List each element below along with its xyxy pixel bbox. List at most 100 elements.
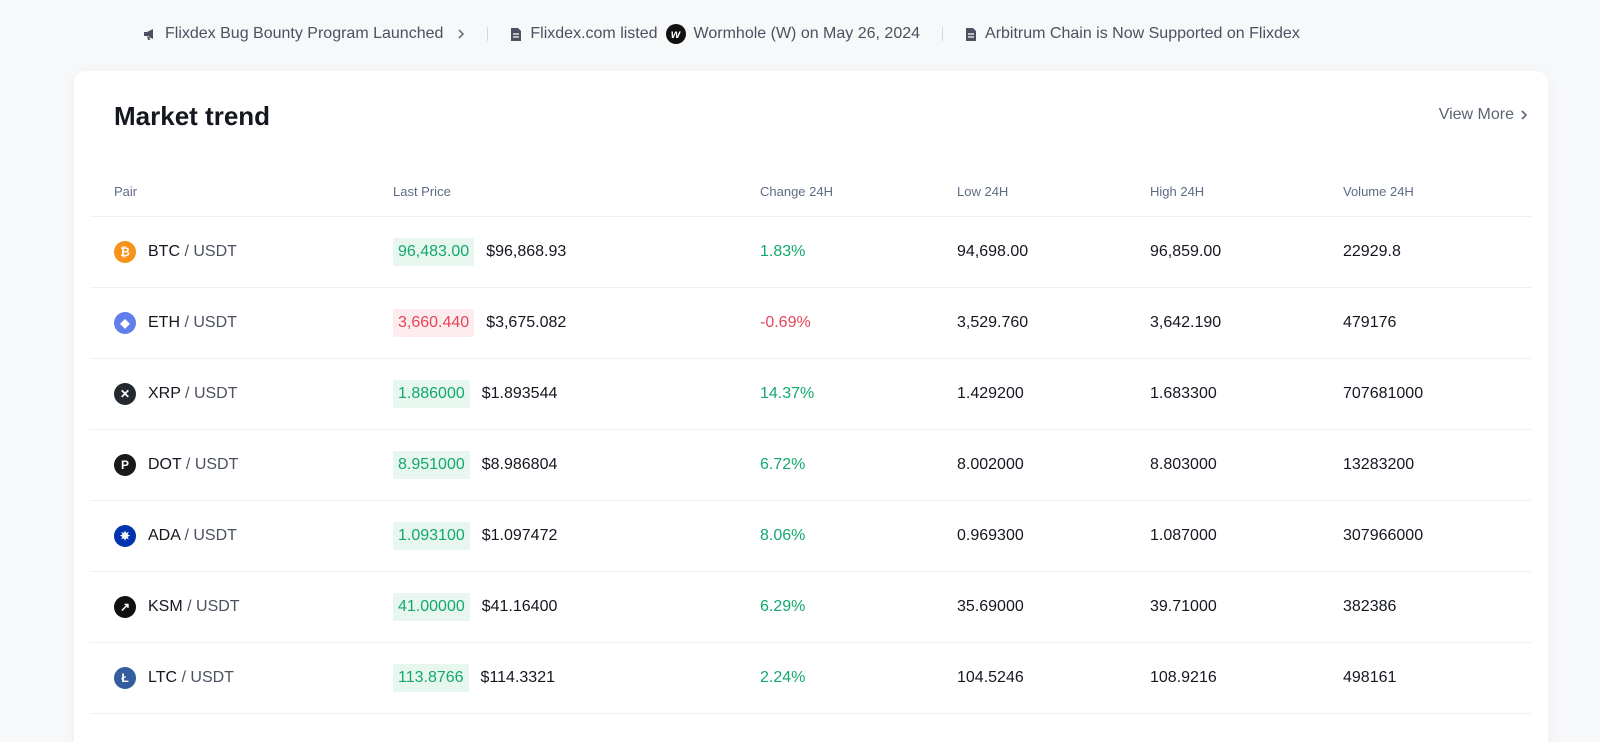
change-24h: 2.24%	[760, 669, 806, 686]
last-price-badge: 96,483.00	[393, 238, 475, 266]
ada-icon: ✵	[114, 525, 136, 547]
ticker-item-wormhole[interactable]: Flixdex.com listed w Wormhole (W) on May…	[510, 24, 920, 44]
btc-icon: ₿	[114, 241, 136, 263]
volume-24h: 707681000	[1343, 385, 1424, 402]
market-trend-card: Market trend View More Pair Last Price C…	[74, 71, 1548, 742]
chevron-right-icon	[1521, 110, 1528, 120]
quote-asset: USDT	[196, 598, 240, 615]
announcement-ticker: Flixdex Bug Bounty Program Launched Flix…	[0, 0, 1600, 68]
low-24h: 94,698.00	[957, 243, 1029, 260]
view-more-link[interactable]: View More	[1439, 106, 1528, 124]
pair-cell: Ł LTC / USDT	[114, 667, 234, 689]
low-24h: 104.5246	[957, 669, 1024, 686]
change-24h: 8.06%	[760, 527, 806, 544]
ticker-divider	[487, 27, 489, 41]
xrp-icon: ✕	[114, 383, 136, 405]
volume-24h: 479176	[1343, 314, 1397, 331]
last-price-cell: 1.886000 $1.893544	[393, 380, 557, 408]
table-row[interactable]: ₿ BTC / USDT 96,483.00 $96,868.93 1.83% 94,69…	[90, 217, 1532, 288]
last-price-badge: 8.951000	[393, 451, 470, 479]
column-header-change[interactable]: Change 24H	[760, 184, 833, 199]
change-24h: 14.37%	[760, 385, 815, 402]
high-24h: 108.9216	[1150, 669, 1217, 686]
quote-separator: /	[177, 669, 191, 686]
last-price-badge: 1.093100	[393, 522, 470, 550]
low-24h: 35.69000	[957, 598, 1024, 615]
base-asset: ETH	[148, 314, 180, 331]
low-24h: 1.429200	[957, 385, 1024, 402]
base-asset: LTC	[148, 669, 178, 686]
view-more-label: View More	[1438, 106, 1514, 123]
ticker-text: Flixdex.com listed	[530, 25, 658, 42]
pair-cell: P DOT / USDT	[114, 454, 238, 476]
usd-price: $96,868.93	[486, 243, 567, 260]
low-24h: 0.969300	[957, 527, 1024, 544]
last-price-cell: 96,483.00 $96,868.93	[393, 238, 566, 266]
quote-asset: USDT	[193, 385, 238, 402]
quote-separator: /	[180, 385, 194, 402]
ticker-text: Flixdex Bug Bounty Program Launched	[165, 25, 444, 42]
table-row[interactable]: ◆ ETH / USDT 3,660.440 $3,675.082 -0.69% 3,52…	[90, 288, 1532, 359]
column-header-last-price[interactable]: Last Price	[393, 184, 451, 199]
column-header-high[interactable]: High 24H	[1150, 184, 1205, 199]
column-header-pair[interactable]: Pair	[114, 184, 138, 199]
base-asset: KSM	[148, 598, 183, 615]
chevron-right-icon	[458, 29, 465, 39]
table-row[interactable]: Ł LTC / USDT 113.8766 $114.3321 2.24% 104.524…	[90, 643, 1532, 714]
document-icon	[966, 27, 977, 41]
usd-price: $8.986804	[481, 456, 558, 473]
volume-24h: 498161	[1343, 669, 1397, 686]
table-row[interactable]: ✵ ADA / USDT 1.093100 $1.097472 8.06% 0.96930…	[90, 501, 1532, 572]
quote-separator: /	[182, 598, 197, 615]
quote-asset: USDT	[194, 456, 239, 473]
table-row[interactable]: ↗ KSM / USDT 41.00000 $41.16400 6.29% 35.6900…	[90, 572, 1532, 643]
ticker-item-bug-bounty[interactable]: Flixdex Bug Bounty Program Launched	[143, 25, 465, 43]
section-title: Market trend	[114, 101, 271, 131]
pair-cell: ◆ ETH / USDT	[114, 312, 237, 334]
base-asset: BTC	[148, 243, 180, 260]
change-24h: 1.83%	[760, 243, 806, 260]
table-row[interactable]: ✕ XRP / USDT 1.886000 $1.893544 14.37% 1.4292…	[90, 359, 1532, 430]
usd-price: $1.893544	[481, 385, 558, 402]
pair-cell: ↗ KSM / USDT	[114, 596, 240, 618]
dot-icon: P	[114, 454, 136, 476]
quote-asset: USDT	[193, 243, 237, 260]
change-24h: 6.72%	[760, 456, 806, 473]
high-24h: 96,859.00	[1150, 243, 1222, 260]
ticker-divider	[942, 27, 944, 41]
quote-separator: /	[180, 527, 194, 544]
ksm-icon: ↗	[114, 596, 136, 618]
volume-24h: 22929.8	[1343, 243, 1401, 260]
volume-24h: 13283200	[1343, 456, 1415, 473]
last-price-cell: 41.00000 $41.16400	[393, 593, 557, 621]
last-price-cell: 1.093100 $1.097472	[393, 522, 557, 550]
base-asset: ADA	[148, 527, 181, 544]
last-price-cell: 113.8766 $114.3321	[393, 664, 555, 692]
eth-icon: ◆	[114, 312, 136, 334]
megaphone-icon	[144, 29, 153, 40]
table-row[interactable]: P DOT / USDT 8.951000 $8.986804 6.72% 8.00200…	[90, 430, 1532, 501]
base-asset: XRP	[148, 385, 181, 402]
last-price-badge: 113.8766	[393, 664, 469, 692]
change-24h: -0.69%	[760, 314, 811, 331]
high-24h: 1.683300	[1150, 385, 1217, 402]
usd-price: $1.097472	[481, 527, 558, 544]
high-24h: 3,642.190	[1150, 314, 1222, 331]
ticker-text: Wormhole (W) on May 26, 2024	[693, 25, 921, 42]
usd-price: $114.3321	[480, 669, 555, 686]
wormhole-logo-icon: w	[665, 24, 686, 44]
pair-cell: ✵ ADA / USDT	[114, 525, 237, 547]
last-price-cell: 3,660.440 $3,675.082	[393, 309, 566, 337]
last-price-badge: 1.886000	[393, 380, 470, 408]
ticker-item-arbitrum[interactable]: Arbitrum Chain is Now Supported on Flixd…	[965, 25, 1300, 43]
pair-cell: ₿ BTC / USDT	[114, 241, 237, 263]
usd-price: $41.16400	[481, 598, 558, 615]
quote-separator: /	[180, 243, 194, 260]
volume-24h: 382386	[1343, 598, 1397, 615]
column-header-low[interactable]: Low 24H	[957, 184, 1009, 199]
change-24h: 6.29%	[760, 598, 806, 615]
last-price-badge: 3,660.440	[393, 309, 475, 337]
low-24h: 3,529.760	[957, 314, 1029, 331]
quote-asset: USDT	[193, 314, 237, 331]
column-header-volume[interactable]: Volume 24H	[1343, 184, 1414, 199]
